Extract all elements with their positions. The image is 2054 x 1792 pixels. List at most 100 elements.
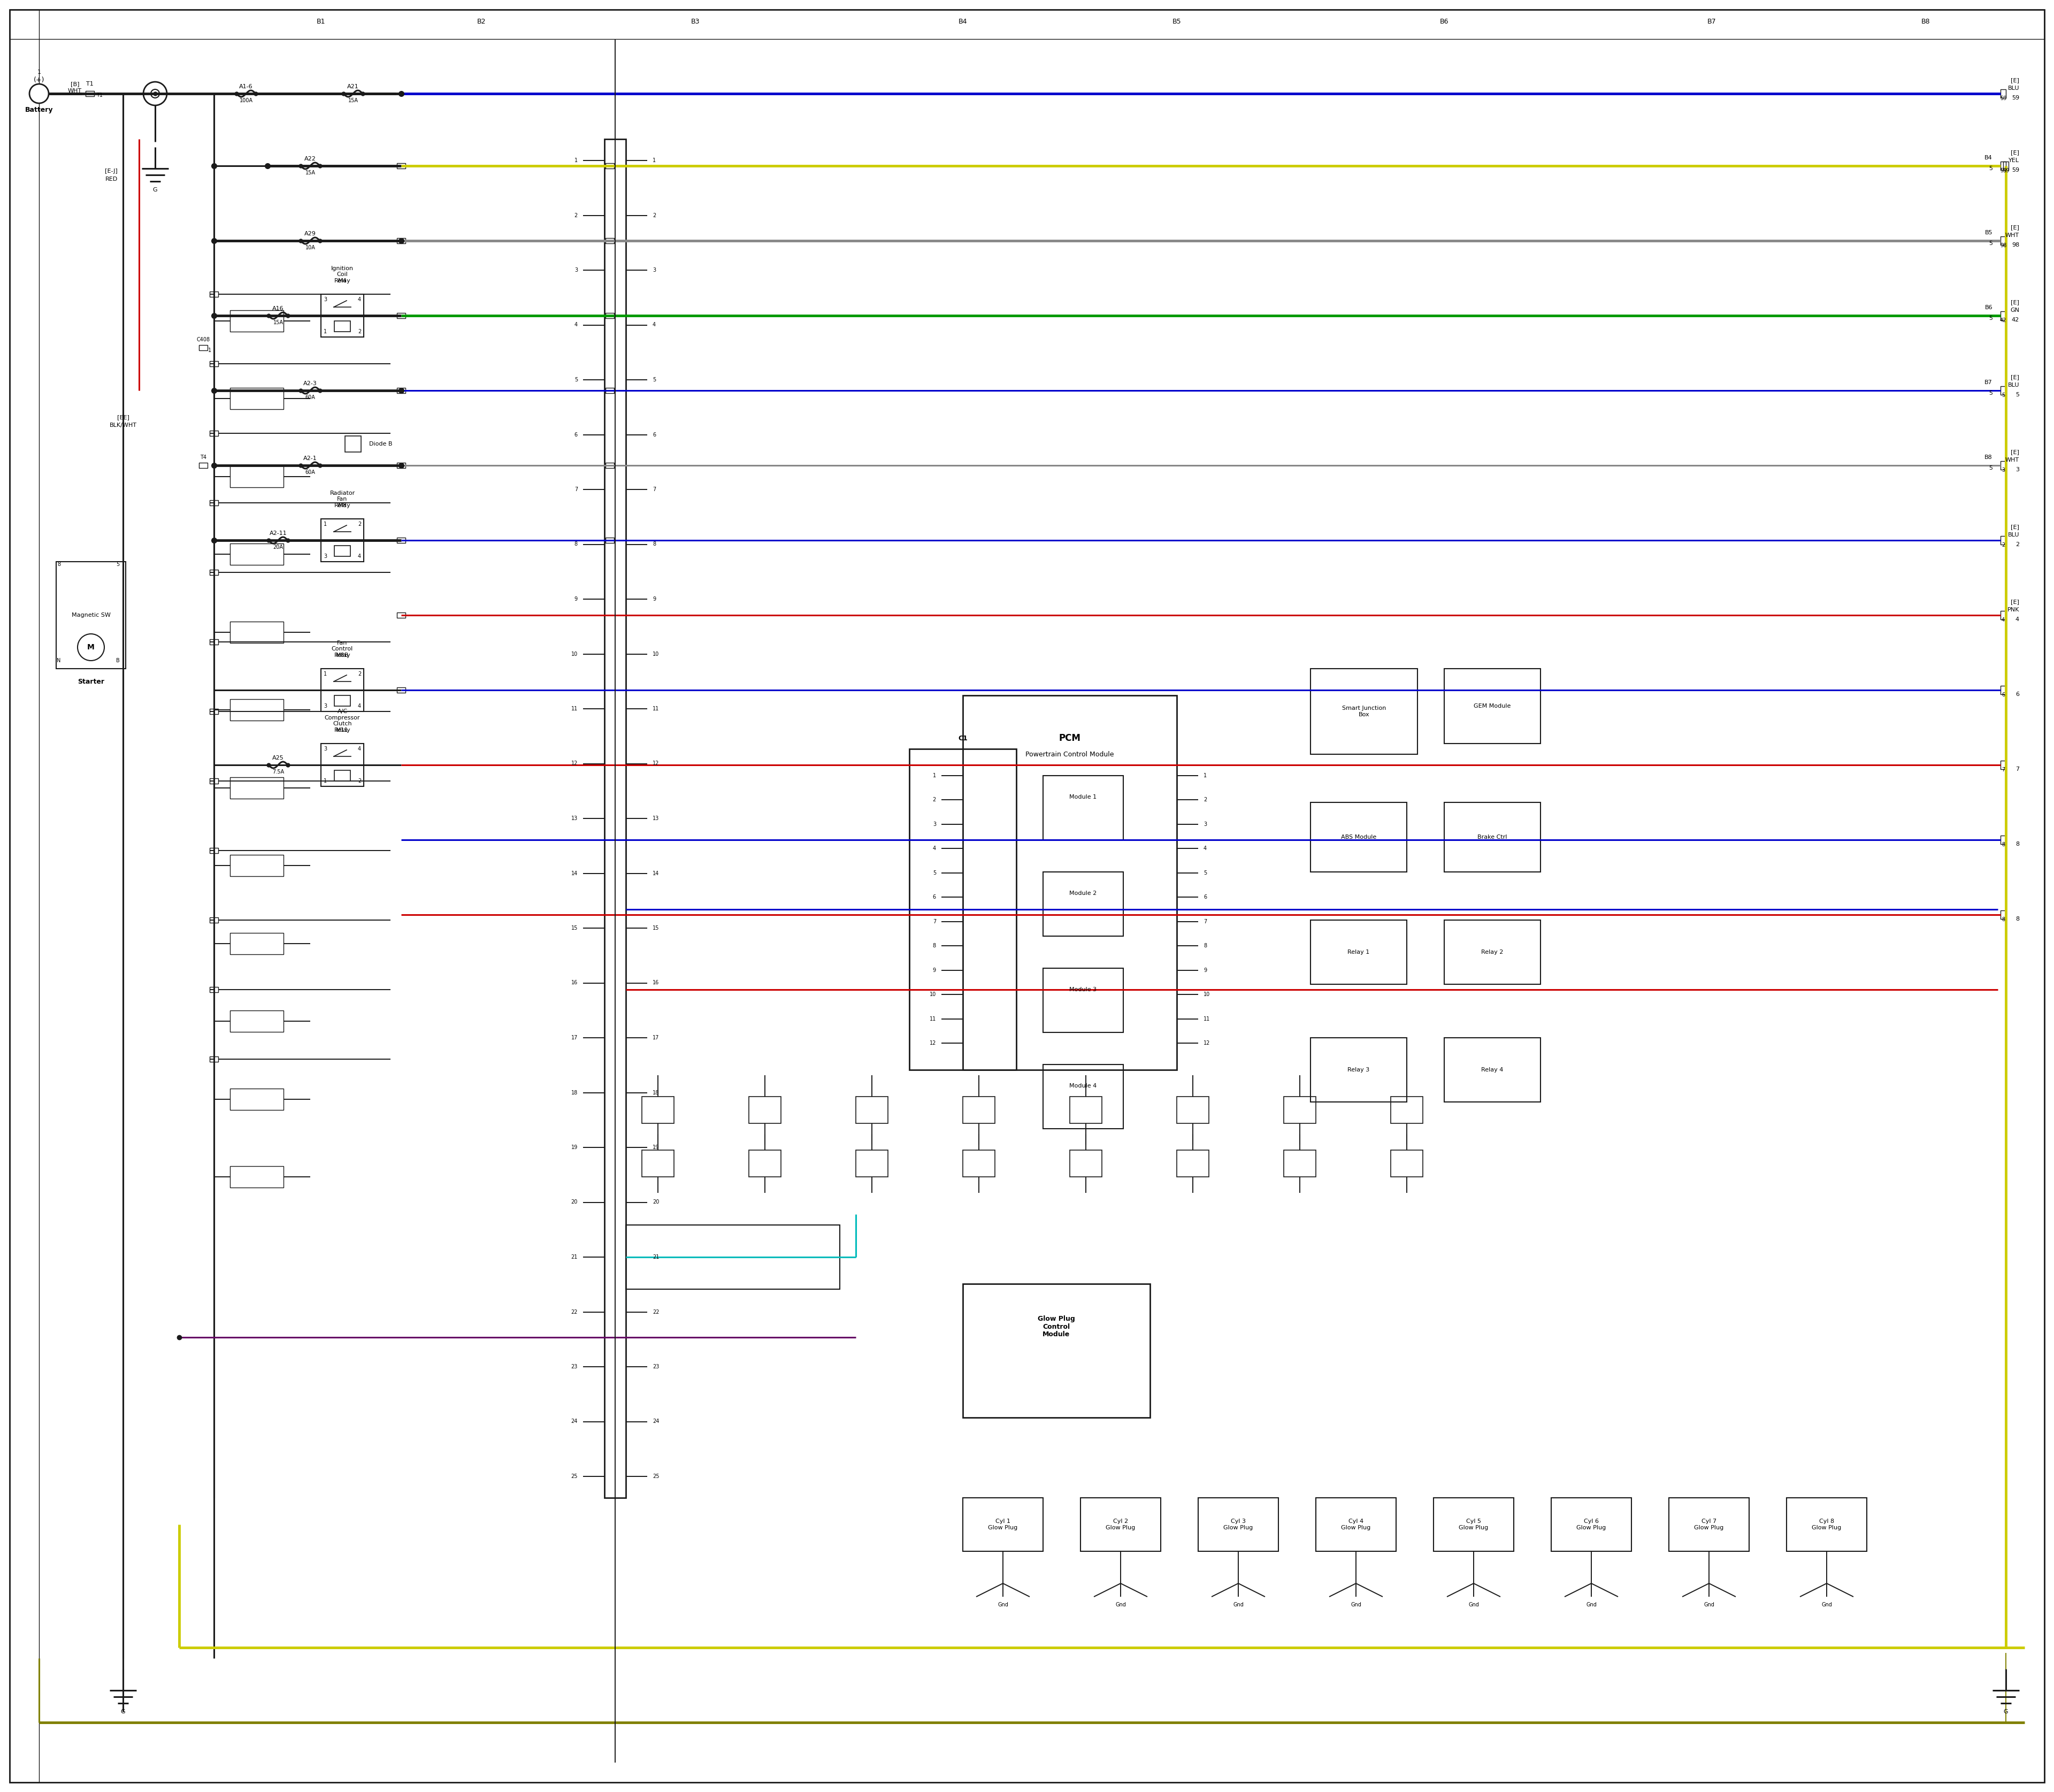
Text: 9: 9 [1204,968,1208,973]
Text: 3: 3 [575,267,577,272]
Bar [210,778,218,783]
Text: A22: A22 [304,156,316,161]
Bar [1284,1150,1317,1177]
Text: 8: 8 [933,943,937,948]
Text: 12: 12 [653,762,659,767]
Bar [230,1167,283,1188]
Text: M8B: M8B [335,652,349,658]
Text: 15A: 15A [306,170,316,176]
Text: [E]: [E] [2011,224,2019,229]
Text: 8: 8 [2001,918,2005,923]
Text: Module 3: Module 3 [1070,987,1097,993]
Text: [E]: [E] [2011,599,2019,604]
Text: 5: 5 [933,871,937,876]
Text: Gnd: Gnd [1352,1602,1362,1607]
Text: 15A: 15A [273,321,283,324]
Text: 59: 59 [2003,168,2009,174]
Bar [1668,1498,1750,1552]
Text: 3: 3 [933,821,937,826]
Bar [1310,803,1407,873]
Text: B6: B6 [1984,305,1992,310]
Text: 60A: 60A [306,394,314,400]
Bar [345,435,362,452]
Bar [320,520,364,561]
Text: 25: 25 [571,1473,577,1478]
Text: BLK/WHT: BLK/WHT [109,423,138,428]
Text: 98: 98 [2001,244,2007,249]
Text: 20: 20 [653,1199,659,1204]
Text: 10: 10 [653,650,659,656]
Bar [1197,1498,1278,1552]
Text: 4: 4 [933,846,937,851]
Text: Diode B: Diode B [370,441,392,446]
Circle shape [150,90,160,99]
Text: BLU: BLU [2007,532,2019,538]
Bar [210,640,218,645]
Bar [210,987,218,993]
Text: 19: 19 [571,1145,577,1150]
Text: 3: 3 [1204,821,1208,826]
Bar [210,1057,218,1063]
Text: 9: 9 [575,597,577,602]
Text: Module 4: Module 4 [1070,1082,1097,1088]
Bar [335,695,351,706]
Text: 4: 4 [357,554,362,559]
Bar [1317,1498,1397,1552]
Text: 1: 1 [325,672,327,677]
Bar [2001,760,2007,769]
Text: 4: 4 [575,323,577,328]
Text: BLU: BLU [2007,382,2019,387]
Text: 4: 4 [357,297,362,303]
Text: G: G [121,1710,125,1715]
Text: 11: 11 [653,706,659,711]
Text: WHT: WHT [2005,233,2019,238]
Text: 42: 42 [2011,317,2019,323]
Bar [1070,1150,1101,1177]
Text: PNK: PNK [2007,607,2019,613]
Text: Cyl 8
Glow Plug: Cyl 8 Glow Plug [1812,1520,1842,1530]
Text: [E]: [E] [2011,77,2019,82]
Bar [320,294,364,337]
Text: 21: 21 [653,1254,659,1260]
Bar [1444,1038,1540,1102]
Text: A25: A25 [273,754,283,760]
Bar [1043,968,1124,1032]
Text: T4: T4 [199,455,207,461]
Text: B6: B6 [1440,18,1448,25]
Text: A16: A16 [273,306,283,312]
Text: B5: B5 [1173,18,1181,25]
Bar [1391,1097,1423,1124]
Text: 3: 3 [325,745,327,751]
Text: 6: 6 [1204,894,1208,900]
Text: Ignition
Coil
Relay: Ignition Coil Relay [331,265,353,283]
Bar [396,688,405,694]
Bar [1444,668,1540,744]
Bar [2001,611,2007,620]
Text: 2: 2 [357,330,362,335]
Bar [230,622,283,643]
Text: Starter: Starter [78,679,105,686]
Bar [963,1150,994,1177]
Bar [230,699,283,720]
Text: 6: 6 [2015,692,2019,697]
Text: 10: 10 [930,991,937,996]
Text: [E]: [E] [2011,151,2019,156]
Bar [210,292,218,297]
Text: Radiator
Fan
Relay: Radiator Fan Relay [331,491,355,509]
Text: 1: 1 [325,521,327,527]
Bar [1787,1498,1867,1552]
Text: M11: M11 [337,728,349,733]
Text: G: G [2003,1710,2009,1715]
Text: 3: 3 [325,297,327,303]
Bar [320,668,364,711]
Text: 1: 1 [325,778,327,783]
Text: Relay 4: Relay 4 [1481,1068,1504,1073]
Bar [606,163,614,168]
Text: 59: 59 [2011,95,2019,100]
Bar [230,389,283,409]
Text: 1: 1 [207,348,212,353]
Text: 25: 25 [653,1473,659,1478]
Text: Gnd: Gnd [1822,1602,1832,1607]
Bar [86,91,94,97]
Text: 12: 12 [930,1041,937,1047]
